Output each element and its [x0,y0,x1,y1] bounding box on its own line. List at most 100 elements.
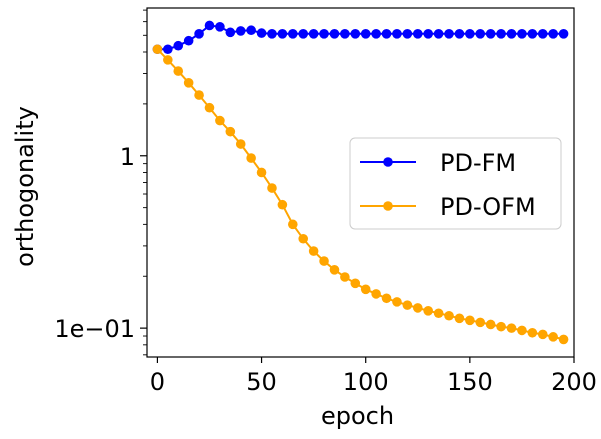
data-point-pd-fm-125 [412,29,423,39]
data-point-pd-ofm-150 [465,315,475,326]
legend-label-pd-fm: PD-FM [440,149,516,177]
x-tick-label-50: 50 [246,368,277,396]
data-point-pd-ofm-50 [256,167,267,178]
ticks-layer: 0 50 100 150 200 1e−01 1 [54,9,597,396]
data-point-pd-ofm-135 [433,308,444,319]
data-point-pd-ofm-115 [392,297,402,307]
y-axis-label: orthogonality [11,106,39,267]
data-point-pd-fm-70 [298,29,309,39]
data-point-pd-ofm-120 [402,300,413,310]
data-point-pd-ofm-145 [454,313,465,324]
data-point-pd-ofm-100 [360,284,371,295]
data-point-pd-fm-15 [183,35,194,46]
data-point-pd-ofm-185 [537,329,548,340]
data-point-pd-ofm-75 [308,246,319,256]
data-point-pd-fm-150 [465,29,475,39]
data-point-pd-ofm-175 [517,325,527,336]
data-point-pd-ofm-15 [183,78,194,88]
data-point-pd-ofm-190 [548,332,558,342]
legend-marker-pd-fm [383,157,393,167]
data-point-pd-ofm-160 [485,319,496,330]
data-point-pd-ofm-195 [558,334,569,345]
data-point-pd-ofm-180 [527,327,538,338]
data-point-pd-fm-100 [360,29,371,39]
series-pd-ofm [152,44,569,345]
data-point-pd-ofm-25 [204,102,215,113]
data-point-pd-ofm-45 [246,153,256,163]
data-point-pd-fm-110 [381,29,392,39]
x-tick-label-150: 150 [447,368,493,396]
data-point-pd-ofm-30 [215,115,225,126]
data-point-pd-ofm-140 [444,310,454,321]
legend-marker-pd-ofm [383,201,393,211]
data-point-pd-ofm-0 [152,44,163,55]
legend-label-pd-ofm: PD-OFM [440,193,536,221]
data-point-pd-fm-35 [225,27,236,38]
x-axis-label: epoch [321,402,394,430]
data-point-pd-fm-40 [235,26,246,36]
data-point-pd-fm-10 [173,40,184,51]
data-point-pd-ofm-125 [412,303,423,313]
data-point-pd-fm-30 [215,22,225,32]
data-point-pd-fm-120 [402,29,413,39]
data-point-pd-ofm-5 [163,55,173,65]
data-point-pd-fm-165 [496,29,506,39]
data-point-pd-fm-55 [267,29,277,39]
x-tick-label-0: 0 [150,368,165,396]
data-point-pd-fm-130 [423,29,433,39]
data-point-pd-ofm-35 [225,126,236,137]
data-point-pd-fm-155 [475,29,486,39]
data-point-pd-fm-60 [277,29,288,39]
data-point-pd-fm-170 [506,29,517,39]
data-point-pd-ofm-165 [496,321,506,332]
data-point-pd-fm-95 [350,29,361,39]
data-point-pd-ofm-40 [235,139,246,149]
data-point-pd-fm-175 [517,29,527,39]
x-tick-label-200: 200 [551,368,597,396]
data-point-pd-fm-185 [537,29,548,39]
data-point-pd-fm-25 [204,20,215,31]
data-point-pd-fm-5 [163,44,173,55]
data-point-pd-ofm-110 [381,293,392,304]
y-tick-label-1: 1 [120,143,135,171]
data-point-pd-ofm-155 [475,317,486,328]
data-point-pd-fm-20 [194,29,204,39]
data-point-pd-ofm-85 [329,264,340,275]
data-point-pd-fm-45 [246,25,256,36]
data-point-pd-fm-75 [308,29,319,39]
data-point-pd-fm-65 [288,29,298,39]
y-tick-label-0: 1e−01 [54,315,135,343]
series-layer [152,20,569,345]
data-point-pd-fm-180 [527,29,538,39]
series-pd-fm [152,20,569,55]
data-point-pd-fm-115 [392,29,402,39]
x-tick-label-100: 100 [343,368,389,396]
data-point-pd-fm-135 [433,29,444,39]
series-line-pd-fm [157,24,564,51]
data-point-pd-ofm-10 [173,66,184,76]
data-point-pd-ofm-70 [298,233,309,244]
legend: PD-FM PD-OFM [349,137,562,230]
data-point-pd-fm-85 [329,29,340,39]
data-point-pd-fm-195 [558,29,569,39]
data-point-pd-fm-145 [454,29,465,39]
data-point-pd-ofm-60 [277,199,288,210]
data-point-pd-ofm-80 [319,256,329,266]
series-line-pd-ofm [156,48,564,341]
data-point-pd-fm-90 [340,29,350,39]
data-point-pd-ofm-105 [371,289,381,299]
data-point-pd-ofm-65 [288,219,298,230]
data-point-pd-ofm-20 [194,90,204,100]
data-point-pd-ofm-95 [350,278,361,289]
data-point-pd-fm-160 [485,29,496,39]
data-point-pd-fm-80 [319,29,329,39]
data-point-pd-ofm-170 [506,323,517,333]
data-point-pd-ofm-90 [340,272,350,282]
data-point-pd-fm-50 [256,28,267,38]
data-point-pd-fm-105 [371,29,381,39]
data-point-pd-ofm-130 [423,306,433,316]
data-point-pd-ofm-55 [267,183,277,193]
data-point-pd-fm-140 [444,29,454,39]
data-point-pd-fm-190 [548,29,558,39]
